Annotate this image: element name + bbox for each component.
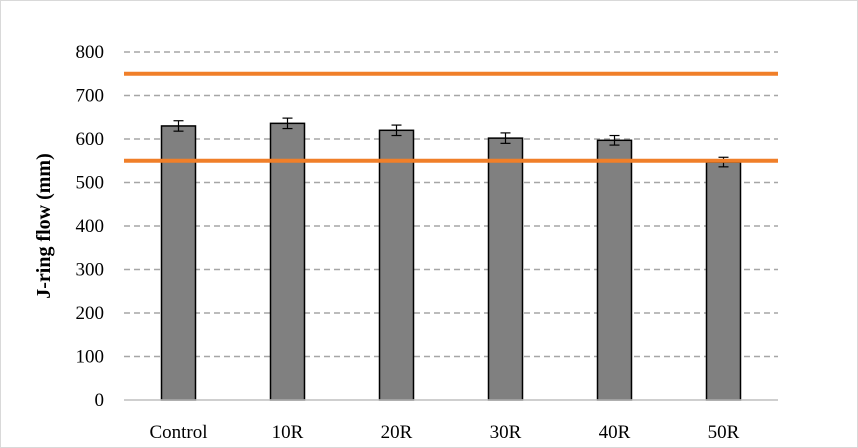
- y-tick-label-700: 700: [76, 86, 105, 107]
- bar-20R: [378, 129, 415, 401]
- bar-10R: [269, 122, 306, 401]
- bars: [160, 122, 742, 401]
- x-tick-label-10R: 10R: [272, 422, 304, 443]
- bar-30R: [487, 137, 524, 401]
- bar-Control: [160, 125, 197, 401]
- y-tick-label-500: 500: [76, 173, 105, 194]
- error-bars: [173, 117, 729, 168]
- x-tick-label-Control: Control: [149, 422, 207, 443]
- x-tick-label-50R: 50R: [708, 422, 740, 443]
- gridlines: [124, 51, 778, 358]
- limit-lines: [124, 71, 778, 163]
- y-tick-label-600: 600: [76, 129, 105, 150]
- y-tick-label-0: 0: [95, 390, 105, 411]
- bar-50R: [705, 161, 742, 401]
- x-tick-label-30R: 30R: [490, 422, 522, 443]
- x-tick-labels: Control 10R 20R 30R 40R 50R: [149, 422, 739, 443]
- y-tick-label-200: 200: [76, 303, 105, 324]
- x-tick-label-20R: 20R: [381, 422, 413, 443]
- y-tick-label-100: 100: [76, 347, 105, 368]
- y-tick-label-400: 400: [76, 216, 105, 237]
- y-tick-label-800: 800: [76, 42, 105, 63]
- y-tick-labels: 0 100 200 300 400 500 600 700 800: [76, 42, 105, 411]
- x-tick-label-40R: 40R: [599, 422, 631, 443]
- bar-40R: [596, 139, 633, 401]
- y-tick-label-300: 300: [76, 260, 105, 281]
- y-axis-title: J-ring flow (mm): [33, 153, 55, 299]
